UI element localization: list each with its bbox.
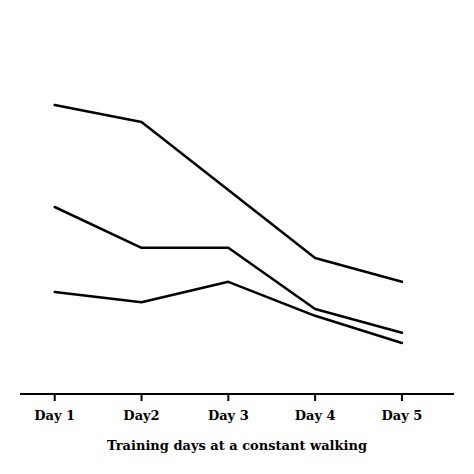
x-tick-label: Day 3	[208, 408, 249, 423]
x-tick-label: Day 1	[34, 408, 75, 423]
x-tick-label: Day 4	[295, 408, 336, 423]
line	[55, 282, 402, 343]
x-tick	[141, 394, 143, 401]
chart: Day 1 Day2 Day 3 Day 4 Day 5 Training days at…	[0, 0, 474, 474]
plot-area	[55, 105, 402, 343]
x-tick	[227, 394, 229, 401]
line	[55, 105, 402, 282]
x-axis-line	[20, 393, 454, 395]
x-tick	[401, 394, 403, 401]
x-tick	[54, 394, 56, 401]
line	[55, 207, 402, 333]
x-tick-label: Day2	[123, 408, 159, 423]
x-axis-label: Training days at a constant walking	[107, 438, 367, 453]
x-tick	[314, 394, 316, 401]
x-tick-label: Day 5	[382, 408, 423, 423]
chart-container: Day 1 Day2 Day 3 Day 4 Day 5 Training days at…	[0, 0, 474, 474]
